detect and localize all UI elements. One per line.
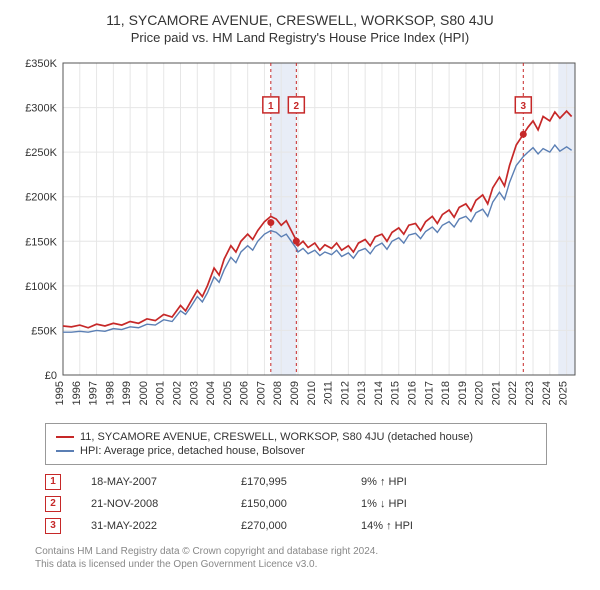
legend-item: HPI: Average price, detached house, Bols…	[56, 444, 536, 458]
footnote-line: Contains HM Land Registry data © Crown c…	[35, 545, 585, 558]
svg-text:1999: 1999	[121, 381, 133, 405]
svg-text:2019: 2019	[457, 381, 469, 405]
svg-text:1996: 1996	[71, 381, 83, 405]
svg-text:2025: 2025	[558, 381, 570, 405]
legend-swatch	[56, 450, 74, 452]
legend-label: 11, SYCAMORE AVENUE, CRESWELL, WORKSOP, …	[80, 431, 473, 443]
legend-swatch	[56, 436, 74, 438]
svg-text:2017: 2017	[423, 381, 435, 405]
sale-row: 1 18-MAY-2007£170,9959% ↑ HPI	[45, 471, 585, 493]
svg-text:2011: 2011	[323, 381, 335, 405]
svg-text:3: 3	[521, 101, 527, 112]
svg-text:2013: 2013	[356, 381, 368, 405]
svg-text:2007: 2007	[255, 381, 267, 405]
sale-hpi: 9% ↑ HPI	[361, 476, 481, 488]
svg-text:£300K: £300K	[25, 103, 57, 115]
sale-price: £150,000	[241, 498, 361, 510]
svg-text:2006: 2006	[239, 381, 251, 405]
sale-price: £270,000	[241, 520, 361, 532]
svg-text:£250K: £250K	[25, 147, 57, 159]
sale-marker: 2	[45, 496, 61, 512]
legend-item: 11, SYCAMORE AVENUE, CRESWELL, WORKSOP, …	[56, 430, 536, 444]
svg-text:2024: 2024	[541, 381, 553, 405]
svg-text:2021: 2021	[490, 381, 502, 405]
sale-hpi: 1% ↓ HPI	[361, 498, 481, 510]
svg-text:1: 1	[268, 101, 274, 112]
svg-text:2005: 2005	[222, 381, 234, 405]
sale-date: 31-MAY-2022	[91, 520, 241, 532]
svg-text:2001: 2001	[155, 381, 167, 405]
footnote: Contains HM Land Registry data © Crown c…	[35, 545, 585, 571]
svg-text:2003: 2003	[188, 381, 200, 405]
svg-text:1995: 1995	[54, 381, 66, 405]
legend-label: HPI: Average price, detached house, Bols…	[80, 445, 305, 457]
sale-date: 21-NOV-2008	[91, 498, 241, 510]
sale-date: 18-MAY-2007	[91, 476, 241, 488]
svg-text:2014: 2014	[373, 381, 385, 405]
sale-marker: 3	[45, 518, 61, 534]
svg-text:£350K: £350K	[25, 58, 57, 70]
svg-text:2016: 2016	[407, 381, 419, 405]
svg-text:2009: 2009	[289, 381, 301, 405]
svg-text:2008: 2008	[272, 381, 284, 405]
sale-hpi: 14% ↑ HPI	[361, 520, 481, 532]
sales-table: 1 18-MAY-2007£170,9959% ↑ HPI 2 21-NOV-2008…	[45, 471, 585, 537]
svg-text:£50K: £50K	[31, 325, 57, 337]
legend: 11, SYCAMORE AVENUE, CRESWELL, WORKSOP, …	[45, 423, 547, 465]
svg-text:2012: 2012	[339, 381, 351, 405]
svg-text:2000: 2000	[138, 381, 150, 405]
page-subtitle: Price paid vs. HM Land Registry's House …	[15, 30, 585, 45]
svg-text:2023: 2023	[524, 381, 536, 405]
page-title: 11, SYCAMORE AVENUE, CRESWELL, WORKSOP, …	[15, 12, 585, 28]
svg-text:2018: 2018	[440, 381, 452, 405]
svg-text:2: 2	[294, 101, 300, 112]
svg-text:2022: 2022	[507, 381, 519, 405]
price-chart: £0 £50K £100K £150K £200K £250K £300K £350K 1995…	[15, 53, 585, 413]
sale-price: £170,995	[241, 476, 361, 488]
svg-text:1997: 1997	[88, 381, 100, 405]
svg-text:£200K: £200K	[25, 192, 57, 204]
svg-text:2015: 2015	[390, 381, 402, 405]
sale-row: 2 21-NOV-2008£150,0001% ↓ HPI	[45, 493, 585, 515]
svg-text:£100K: £100K	[25, 281, 57, 293]
svg-text:2002: 2002	[172, 381, 184, 405]
svg-text:2004: 2004	[205, 381, 217, 405]
sale-row: 3 31-MAY-2022£270,00014% ↑ HPI	[45, 515, 585, 537]
svg-text:£0: £0	[45, 370, 57, 382]
sale-marker: 1	[45, 474, 61, 490]
footnote-line: This data is licensed under the Open Gov…	[35, 558, 585, 571]
svg-text:1998: 1998	[104, 381, 116, 405]
svg-text:£150K: £150K	[25, 236, 57, 248]
svg-text:2020: 2020	[474, 381, 486, 405]
svg-text:2010: 2010	[306, 381, 318, 405]
